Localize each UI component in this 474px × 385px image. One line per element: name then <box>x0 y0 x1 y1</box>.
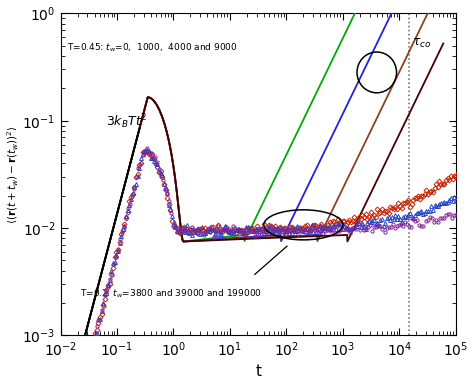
Text: T=0.45: $t_w$=0,  1000,  4000 and 9000: T=0.45: $t_w$=0, 1000, 4000 and 9000 <box>67 41 238 54</box>
Y-axis label: $\langle(\mathbf{r}(t+t_w)-\mathbf{r}(t_w))^2\rangle$: $\langle(\mathbf{r}(t+t_w)-\mathbf{r}(t_… <box>6 125 21 224</box>
X-axis label: t: t <box>255 365 261 380</box>
Text: $\tau_{co}$: $\tau_{co}$ <box>412 37 431 50</box>
Text: $3k_BTt^2$: $3k_BTt^2$ <box>106 112 147 131</box>
Text: T=0.2: $t_w$=3800 and 39000 and 199000: T=0.2: $t_w$=3800 and 39000 and 199000 <box>80 287 262 300</box>
